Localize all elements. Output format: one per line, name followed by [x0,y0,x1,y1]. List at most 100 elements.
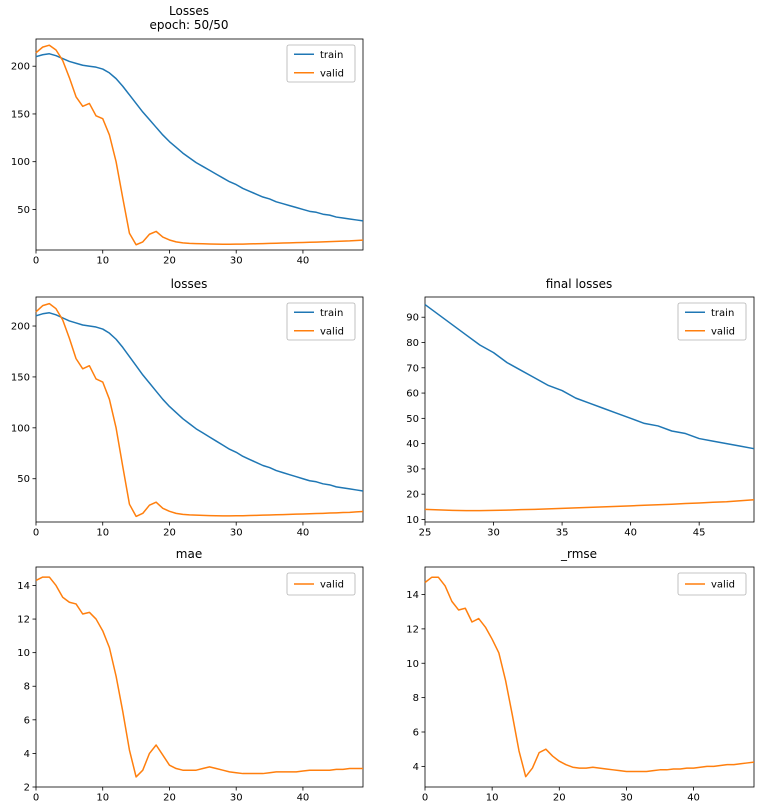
legend-label-valid: valid [711,327,735,338]
chart-rmse: _rmse 0 10 20 30 40 4 6 8 10 12 14 valid [397,545,761,803]
y-tick-label: 10 [406,515,419,526]
legend: valid [677,572,747,596]
y-tick-label: 50 [406,414,419,425]
chart-losses-plot: 0 10 20 30 40 50 100 150 200 train valid [8,291,370,539]
mae-canvas: 0 10 20 30 40 2 4 6 8 10 12 14 valid [17,566,364,803]
x-tick-label: 30 [620,793,633,803]
y-tick-label: 100 [11,157,30,168]
final-losses-canvas: 25 30 35 40 45 10 20 30 40 50 60 70 80 90 train valid [406,296,755,539]
y-tick-label: 60 [406,389,419,400]
series-valid-line [35,44,364,246]
x-tick-label: 10 [486,793,499,803]
x-tick-label: 40 [297,255,310,266]
legend: valid [286,572,356,596]
x-tick-label: 20 [163,255,176,266]
x-tick-label: 30 [230,255,243,266]
chart-rmse-title: _rmse [560,547,598,561]
x-tick-label: 35 [556,528,569,539]
legend: train valid [677,302,747,341]
losses-canvas: 0 10 20 30 40 50 100 150 200 train valid [11,296,364,539]
y-tick-label: 80 [406,338,419,349]
y-tick-label: 30 [406,465,419,476]
x-tick-label: 40 [687,793,700,803]
x-tick-label: 30 [230,528,243,539]
chart-losses-epoch-title-line2: epoch: 50/50 [149,18,229,33]
series-valid-line [424,499,755,512]
legend-label-valid: valid [320,327,344,338]
x-tick-label: 10 [96,793,109,803]
y-tick-label: 12 [17,615,30,626]
legend-label-valid: valid [320,68,344,79]
legend-label-valid: valid [711,580,735,591]
chart-mae: mae 0 10 20 30 40 2 4 6 8 10 12 14 valid [8,545,370,803]
chart-final-losses-plot: 25 30 35 40 45 10 20 30 40 50 60 70 80 90 train valid [397,291,761,539]
plot-frame [35,38,364,251]
x-tick-label: 20 [163,793,176,803]
series-train-line [424,304,755,450]
losses-epoch-canvas: 0 10 20 30 40 50 100 150 200 train valid [11,38,364,266]
y-tick-label: 14 [17,581,30,592]
x-tick-label: 0 [33,793,39,803]
x-tick-label: 30 [487,528,500,539]
series-train-line [35,312,364,493]
y-tick-label: 2 [24,783,30,794]
x-tick-label: 45 [693,528,706,539]
y-tick-label: 12 [406,625,419,636]
legend-label-train: train [320,308,343,319]
y-tick-label: 20 [406,490,419,501]
series-train-line [35,52,364,222]
x-tick-label: 0 [422,793,428,803]
y-tick-label: 70 [406,364,419,375]
legend-label-train: train [711,308,734,319]
x-tick-label: 0 [33,255,39,266]
series-valid-line [35,576,363,779]
y-tick-label: 50 [17,205,30,216]
x-tick-label: 40 [297,528,310,539]
chart-losses-epoch: Losses epoch: 50/50 0 10 20 30 40 50 100 150 200… [8,2,370,266]
chart-mae-plot: 0 10 20 30 40 2 4 6 8 10 12 14 valid [8,561,370,803]
series-valid-line [424,576,755,778]
chart-losses-title: losses [170,277,208,291]
plot-frame [424,296,755,523]
y-tick-label: 4 [413,762,419,773]
y-tick-label: 100 [11,424,30,435]
y-tick-label: 10 [17,649,30,660]
y-tick-label: 150 [11,109,30,120]
chart-final-losses-title: final losses [545,277,613,291]
x-tick-label: 40 [297,793,310,803]
chart-losses-epoch-title-line1: Losses [169,4,209,18]
legend-box [286,572,356,596]
y-tick-label: 50 [17,475,30,486]
chart-rmse-plot: 0 10 20 30 40 4 6 8 10 12 14 valid [397,561,761,803]
y-tick-label: 90 [406,313,419,324]
y-tick-label: 4 [24,749,30,760]
chart-losses: losses 0 10 20 30 40 50 100 150 200 train valid [8,275,370,539]
y-tick-label: 40 [406,440,419,451]
legend: train valid [286,44,356,83]
plot-frame [424,566,755,788]
y-tick-label: 8 [413,694,419,705]
x-tick-label: 0 [33,528,39,539]
y-tick-label: 6 [24,716,30,727]
plot-frame [35,296,364,523]
x-tick-label: 25 [419,528,432,539]
x-tick-label: 10 [96,255,109,266]
chart-mae-title: mae [175,547,203,561]
legend-label-valid: valid [320,580,344,591]
chart-final-losses: final losses 25 30 35 40 45 10 20 30 40 50 60 70 80 9… [397,275,761,539]
y-tick-label: 200 [11,61,30,72]
y-tick-label: 200 [11,322,30,333]
x-tick-label: 10 [96,528,109,539]
chart-losses-epoch-title: Losses epoch: 50/50 [8,2,370,33]
y-tick-label: 6 [413,728,419,739]
x-tick-label: 20 [163,528,176,539]
y-tick-label: 150 [11,373,30,384]
legend-label-train: train [320,50,343,61]
series-valid-line [35,303,364,518]
y-tick-label: 8 [24,682,30,693]
chart-losses-epoch-plot: 0 10 20 30 40 50 100 150 200 train valid [8,33,370,266]
y-tick-label: 10 [406,659,419,670]
legend-box [677,572,747,596]
x-tick-label: 20 [553,793,566,803]
